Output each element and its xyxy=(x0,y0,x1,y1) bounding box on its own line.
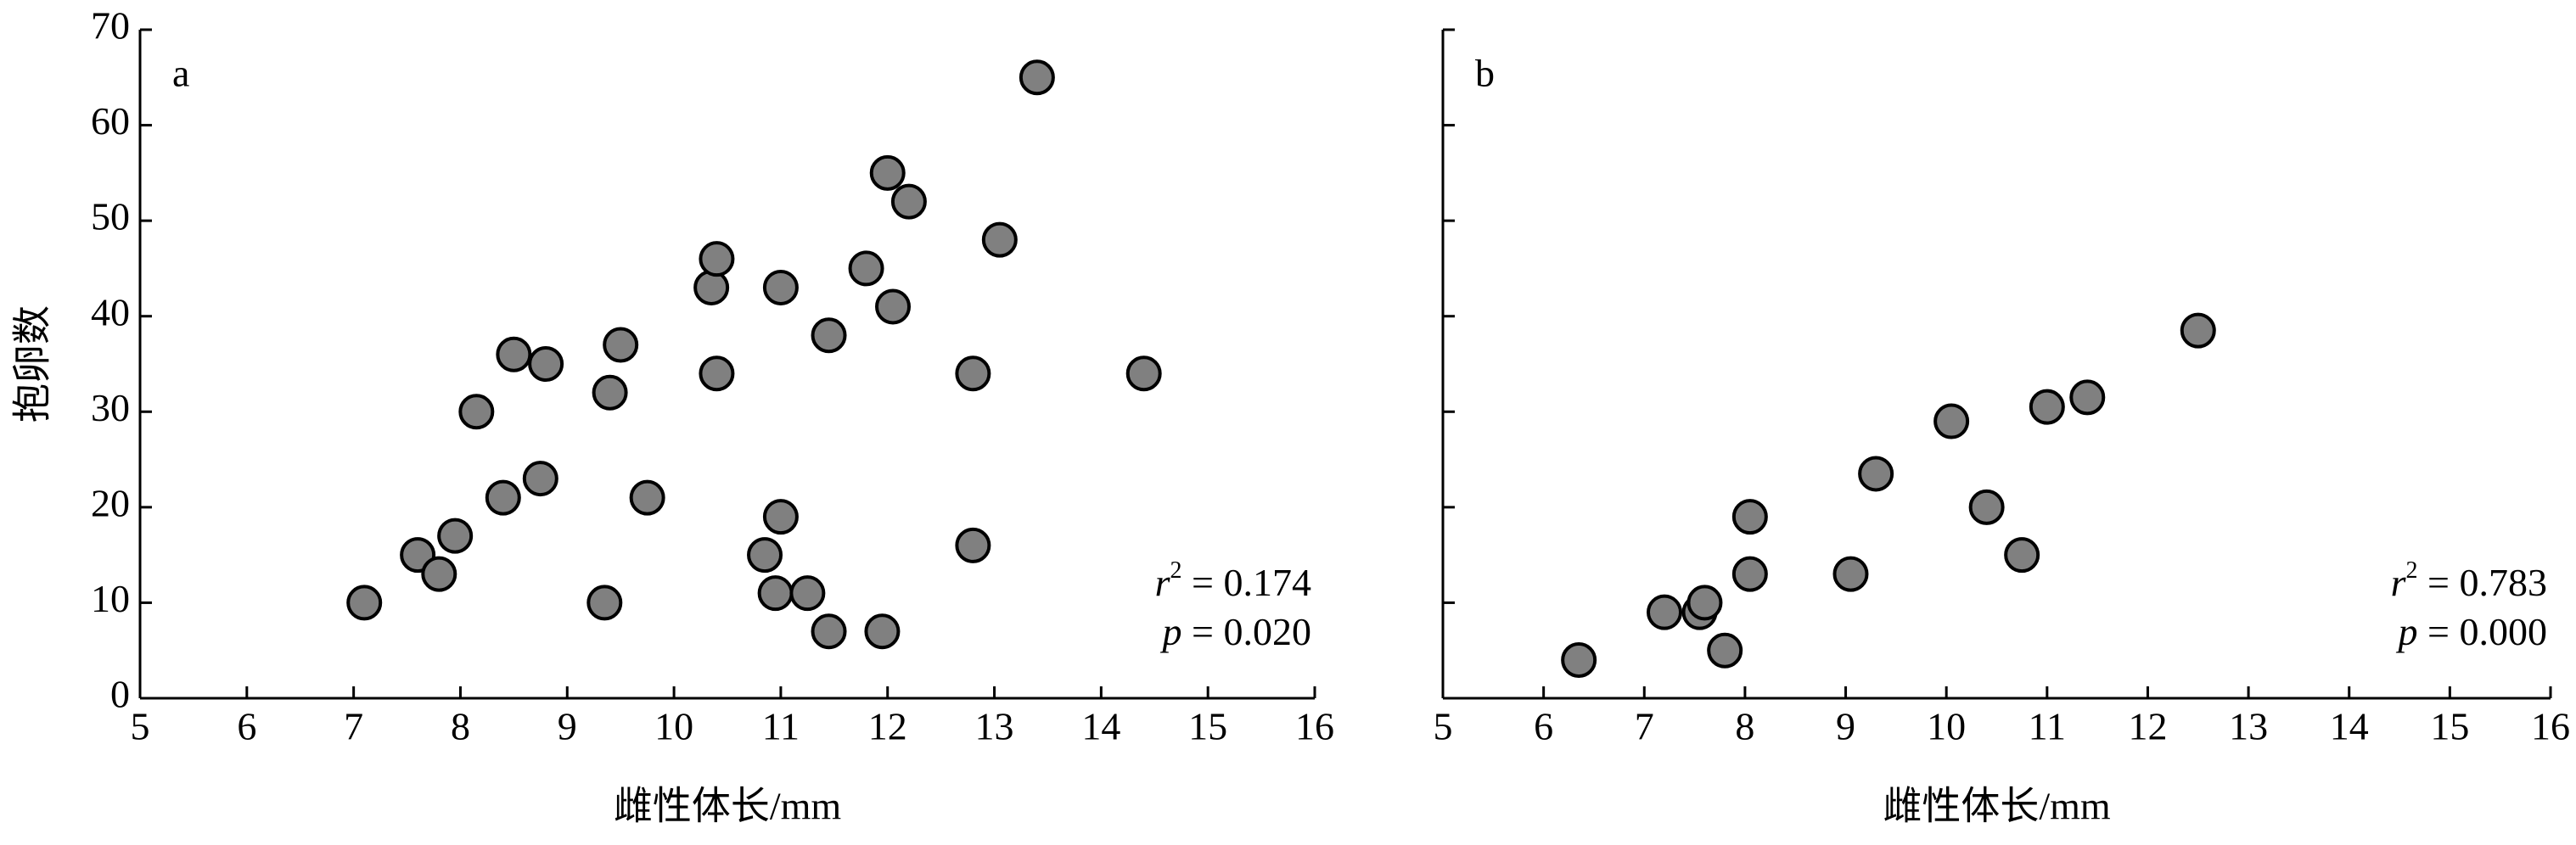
point xyxy=(890,183,927,220)
point xyxy=(757,575,794,612)
point xyxy=(458,394,495,430)
stat-text: r2 = 0.174 xyxy=(1155,557,1311,603)
point xyxy=(485,479,521,516)
point xyxy=(848,250,884,287)
x-tick-label: 9 xyxy=(1836,705,1855,748)
point xyxy=(693,269,730,305)
point xyxy=(811,613,847,650)
point xyxy=(346,585,383,621)
stat-symbol: r xyxy=(1155,561,1171,604)
point xyxy=(2029,389,2065,425)
stat-text: p = 0.000 xyxy=(2396,610,2547,653)
x-tick-label: 10 xyxy=(1927,705,1966,748)
point xyxy=(699,241,735,277)
point xyxy=(1968,489,2005,525)
point xyxy=(875,288,912,325)
x-tick-label: 11 xyxy=(2029,705,2066,748)
x-tick-label: 16 xyxy=(2531,705,2570,748)
point xyxy=(586,585,623,621)
stat-symbol: p xyxy=(2396,610,2418,653)
point xyxy=(699,355,735,392)
point xyxy=(1707,632,1743,669)
point xyxy=(1561,641,1597,678)
point xyxy=(2069,379,2106,416)
x-tick-label: 16 xyxy=(1295,705,1334,748)
panel-label: b xyxy=(1475,52,1495,95)
x-axis-label: 雌性体长/mm xyxy=(614,785,842,828)
point xyxy=(811,317,847,354)
stat-superscript: 2 xyxy=(2406,557,2418,584)
x-tick-label: 7 xyxy=(344,705,363,748)
y-axis-label: 抱卵数 xyxy=(11,305,54,422)
x-tick-label: 8 xyxy=(1735,705,1754,748)
panel-label: a xyxy=(172,52,189,95)
point xyxy=(864,613,901,650)
stat-symbol: r xyxy=(2391,561,2407,604)
x-tick-label: 5 xyxy=(131,705,150,748)
point xyxy=(629,479,665,516)
x-tick-label: 6 xyxy=(237,705,256,748)
point xyxy=(1731,499,1768,535)
point xyxy=(762,499,799,535)
point xyxy=(1125,355,1162,392)
point xyxy=(869,154,906,191)
point xyxy=(1832,556,1869,592)
y-tick-label: 10 xyxy=(91,577,130,620)
stat-value: = 0.000 xyxy=(2418,610,2547,653)
point xyxy=(747,537,783,574)
stat-text: r2 = 0.783 xyxy=(2391,557,2547,603)
point xyxy=(1731,556,1768,592)
x-tick-label: 5 xyxy=(1434,705,1453,748)
x-tick-label: 15 xyxy=(1188,705,1227,748)
point xyxy=(496,336,532,372)
point xyxy=(1933,403,1970,439)
y-tick-label: 20 xyxy=(91,481,130,524)
point xyxy=(592,374,628,411)
x-tick-label: 9 xyxy=(558,705,577,748)
point xyxy=(528,346,564,382)
stat-superscript: 2 xyxy=(1170,557,1182,584)
x-tick-label: 13 xyxy=(2229,705,2268,748)
x-tick-label: 12 xyxy=(868,705,907,748)
point xyxy=(981,221,1018,258)
x-tick-label: 14 xyxy=(2330,705,2369,748)
x-tick-label: 15 xyxy=(2430,705,2469,748)
y-tick-label: 30 xyxy=(91,386,130,429)
point xyxy=(789,575,826,612)
y-tick-label: 70 xyxy=(91,4,130,48)
point xyxy=(603,327,639,363)
point xyxy=(955,355,991,392)
y-tick-label: 0 xyxy=(110,673,130,716)
x-tick-label: 13 xyxy=(975,705,1014,748)
y-tick-label: 50 xyxy=(91,195,130,238)
stat-value: = 0.783 xyxy=(2418,561,2547,604)
x-tick-label: 6 xyxy=(1534,705,1553,748)
point xyxy=(2004,537,2040,574)
point xyxy=(1686,585,1723,621)
x-tick-label: 10 xyxy=(654,705,693,748)
point xyxy=(1647,594,1682,630)
stat-symbol: p xyxy=(1160,610,1182,653)
y-tick-label: 40 xyxy=(91,290,130,333)
x-tick-label: 12 xyxy=(2128,705,2167,748)
point xyxy=(1019,59,1055,96)
x-tick-label: 8 xyxy=(451,705,470,748)
stat-text: p = 0.020 xyxy=(1160,610,1311,653)
point xyxy=(437,518,474,554)
x-tick-label: 14 xyxy=(1081,705,1120,748)
x-axis-label: 雌性体长/mm xyxy=(1883,785,2111,828)
stat-value: = 0.174 xyxy=(1182,561,1311,604)
point xyxy=(955,527,991,563)
y-tick-label: 60 xyxy=(91,99,130,143)
point xyxy=(522,461,558,497)
point xyxy=(2180,312,2216,349)
x-tick-label: 7 xyxy=(1635,705,1654,748)
point xyxy=(1858,456,1894,492)
point xyxy=(421,556,457,592)
stat-value: = 0.020 xyxy=(1182,610,1311,653)
point xyxy=(762,269,799,305)
x-tick-label: 11 xyxy=(762,705,800,748)
